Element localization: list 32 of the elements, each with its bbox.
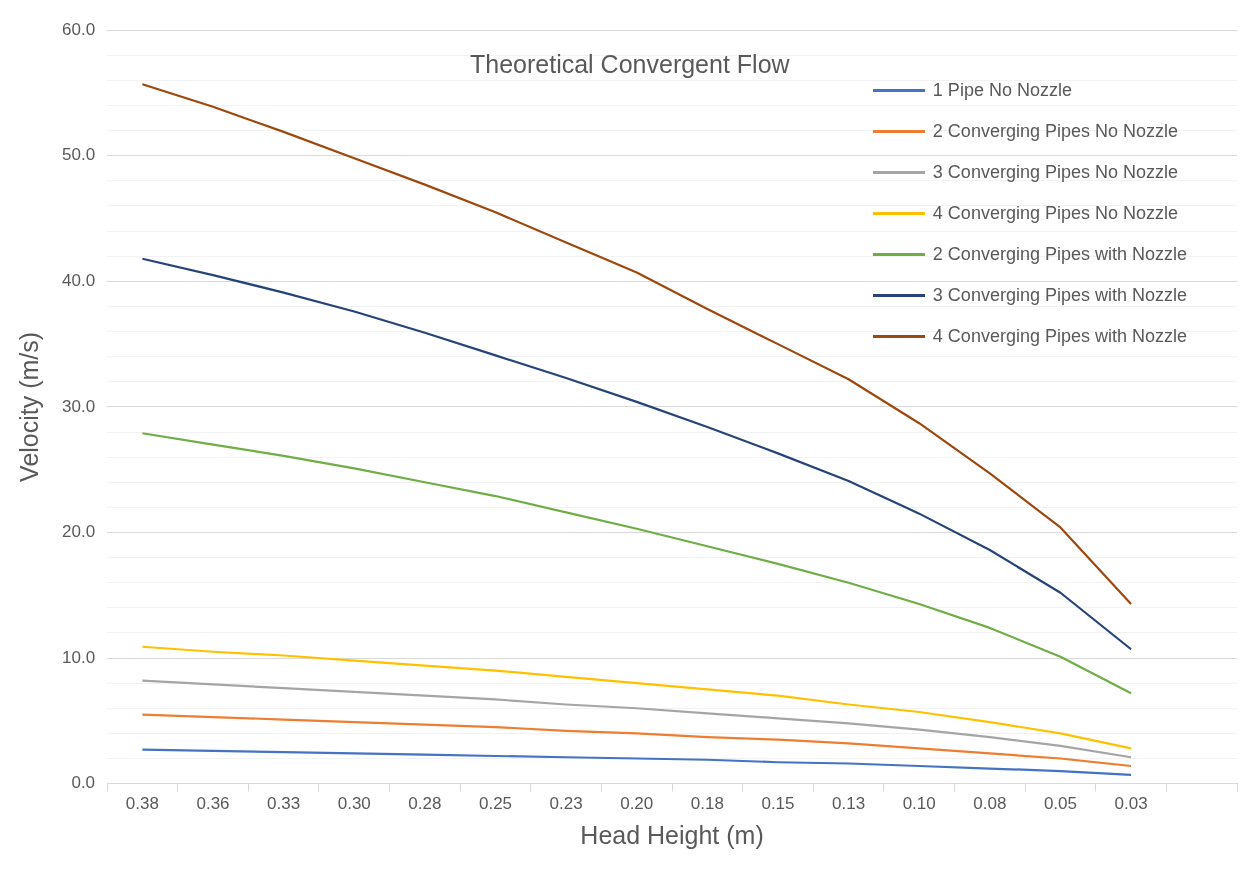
legend-label: 4 Converging Pipes No Nozzle — [932, 203, 1178, 224]
x-tick-label: 0.18 — [690, 794, 724, 814]
x-tick-label: 0.20 — [620, 794, 654, 814]
y-tick-label: 40.0 — [61, 271, 96, 291]
text: Theoretical Convergent Flow — [470, 50, 790, 79]
x-tick-label: 0.10 — [902, 794, 936, 814]
x-tick-label: 0.36 — [196, 794, 230, 814]
x-tick-label: 0.25 — [478, 794, 513, 814]
y-tick-label: 10.0 — [61, 647, 96, 667]
x-tick-label: 0.28 — [408, 794, 442, 814]
x-axis-title: Head Height (m) — [580, 820, 764, 849]
legend-label: 3 Converging Pipes No Nozzle — [932, 162, 1178, 183]
x-tick-label: 0.15 — [761, 794, 795, 814]
x-tick-label: 0.03 — [1114, 794, 1148, 814]
y-tick-label: 30.0 — [61, 396, 96, 416]
y-axis-title: Velocity (m/s) — [14, 331, 43, 482]
x-tick-label: 0.13 — [832, 794, 866, 814]
legend-label: 4 Converging Pipes with Nozzle — [932, 326, 1187, 347]
y-tick-label: 50.0 — [61, 145, 96, 165]
legend-label: 3 Converging Pipes with Nozzle — [932, 285, 1187, 306]
x-tick-label: 0.33 — [267, 794, 301, 814]
x-tick-label: 0.38 — [125, 794, 159, 814]
y-tick-label: 20.0 — [61, 522, 96, 542]
y-tick-label: 60.0 — [61, 19, 96, 39]
x-tick-label: 0.23 — [549, 794, 583, 814]
y-tick-label: 0.0 — [71, 773, 96, 793]
legend-label: 2 Converging Pipes No Nozzle — [932, 121, 1178, 142]
legend-label: 2 Converging Pipes with Nozzle — [932, 244, 1187, 265]
x-tick-label: 0.08 — [973, 794, 1007, 814]
x-tick-label: 0.05 — [1043, 794, 1077, 814]
legend-label: 1 Pipe No Nozzle — [932, 80, 1072, 101]
x-tick-label: 0.30 — [337, 794, 371, 814]
